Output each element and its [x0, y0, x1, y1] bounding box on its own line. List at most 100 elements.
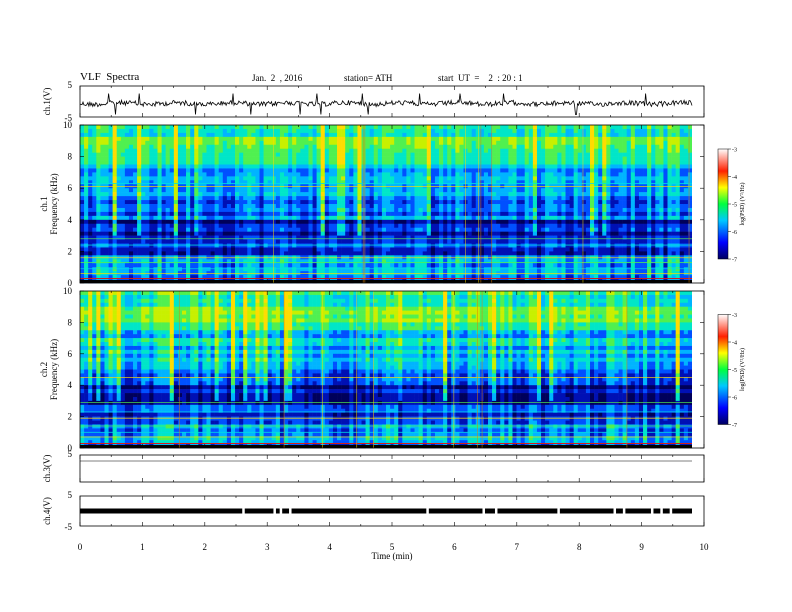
spec-cell: [406, 247, 411, 252]
spec-cell: [430, 231, 436, 236]
spec-cell: [451, 219, 456, 225]
spec-cell: [96, 192, 101, 197]
spec-cell: [96, 188, 101, 193]
spec-cell: [545, 247, 550, 252]
spec-cell: [369, 192, 375, 197]
spec-cell: [439, 125, 444, 130]
spec-cell: [516, 259, 521, 264]
spec-cell: [373, 176, 379, 181]
spec-cell: [247, 180, 252, 185]
spec-cell: [92, 263, 97, 268]
spec-cell: [255, 136, 260, 142]
spec-cell: [479, 192, 485, 197]
spec-cell: [80, 180, 85, 185]
ch4-gap: [557, 508, 560, 514]
spec-cell: [279, 200, 285, 205]
spec-cell: [153, 196, 158, 201]
spec-cell: [186, 219, 191, 225]
spec-cell: [541, 196, 546, 201]
spec-cell: [247, 207, 252, 213]
spec-cell: [406, 192, 411, 197]
spec-cell: [545, 263, 550, 268]
spec-cell: [520, 168, 526, 173]
spec-cell: [128, 128, 134, 134]
spec-cell: [479, 144, 485, 149]
spec-cell: [451, 192, 456, 197]
spec-cell: [210, 219, 215, 225]
spec-cell: [96, 239, 101, 244]
spec-cell: [434, 176, 440, 181]
spec-cell: [80, 168, 85, 173]
spec-cell: [496, 140, 501, 146]
spec-cell: [373, 275, 379, 280]
spec-cell: [312, 219, 317, 225]
spec-cell: [206, 275, 211, 280]
spec-cell: [467, 192, 472, 197]
spec-cell: [565, 235, 570, 240]
spec-cell: [141, 176, 146, 181]
spec-cell: [565, 128, 570, 134]
spec-cell: [128, 156, 134, 161]
spec-cell: [479, 164, 485, 169]
spec-cell: [328, 168, 334, 173]
spec-cell: [145, 223, 150, 228]
spec-cell: [357, 180, 362, 185]
spec-cell: [549, 263, 554, 268]
spec-cell: [247, 128, 252, 134]
spec-cell: [104, 235, 109, 240]
spec-cell: [186, 168, 191, 173]
spec-cell: [124, 259, 130, 264]
spec-cell: [557, 247, 562, 252]
spec-cell: [439, 148, 444, 153]
spec-cell: [504, 144, 509, 149]
spec-cell: [194, 223, 199, 228]
spec-cell: [569, 251, 574, 256]
spec-cell: [186, 267, 191, 272]
spec-cell: [553, 267, 558, 272]
spec-cell: [528, 176, 534, 181]
spec-cell: [226, 227, 232, 232]
spec-cell: [108, 144, 113, 149]
spec-cell: [398, 128, 403, 134]
spec-cell: [202, 207, 207, 213]
spec-cell: [422, 176, 428, 181]
spec-cell: [430, 239, 436, 244]
spec-cell: [398, 275, 403, 280]
spec-cell: [202, 148, 207, 153]
spec-cell: [406, 207, 411, 213]
spec-cell: [206, 192, 211, 197]
spec-cell: [251, 196, 256, 201]
spec-cell: [508, 160, 513, 165]
spec-cell: [247, 132, 252, 138]
spec-cell: [447, 231, 452, 236]
spec-cell: [390, 160, 395, 165]
spec-cell: [553, 125, 558, 130]
spec-cell: [337, 200, 342, 205]
spec-cell: [214, 144, 220, 149]
spec-cell: [288, 235, 293, 240]
spec-cell: [218, 136, 224, 142]
spec-cell: [345, 192, 350, 197]
spec-cell: [390, 243, 395, 248]
ch1-waveform-trace: [80, 93, 693, 115]
spec-cell: [541, 148, 546, 153]
spec-cell: [92, 128, 97, 134]
spec-cell: [284, 223, 289, 228]
spec-cell: [418, 152, 424, 157]
spec-cell: [418, 263, 424, 268]
spec-cell: [169, 251, 175, 256]
spec-cell: [447, 251, 452, 256]
spec-cell: [149, 188, 154, 193]
spec-cell: [394, 263, 399, 268]
spec-cell: [202, 136, 207, 142]
spec-cell: [434, 267, 440, 272]
spec-cell: [439, 227, 444, 232]
spec-cell: [304, 235, 309, 240]
spec-cell: [80, 140, 85, 146]
spec-cell: [292, 251, 297, 256]
spec-cell: [230, 251, 236, 256]
spec-cell: [206, 168, 211, 173]
spec-cell: [532, 207, 538, 213]
spec-cell: [145, 243, 150, 248]
spec-cell: [337, 211, 342, 217]
